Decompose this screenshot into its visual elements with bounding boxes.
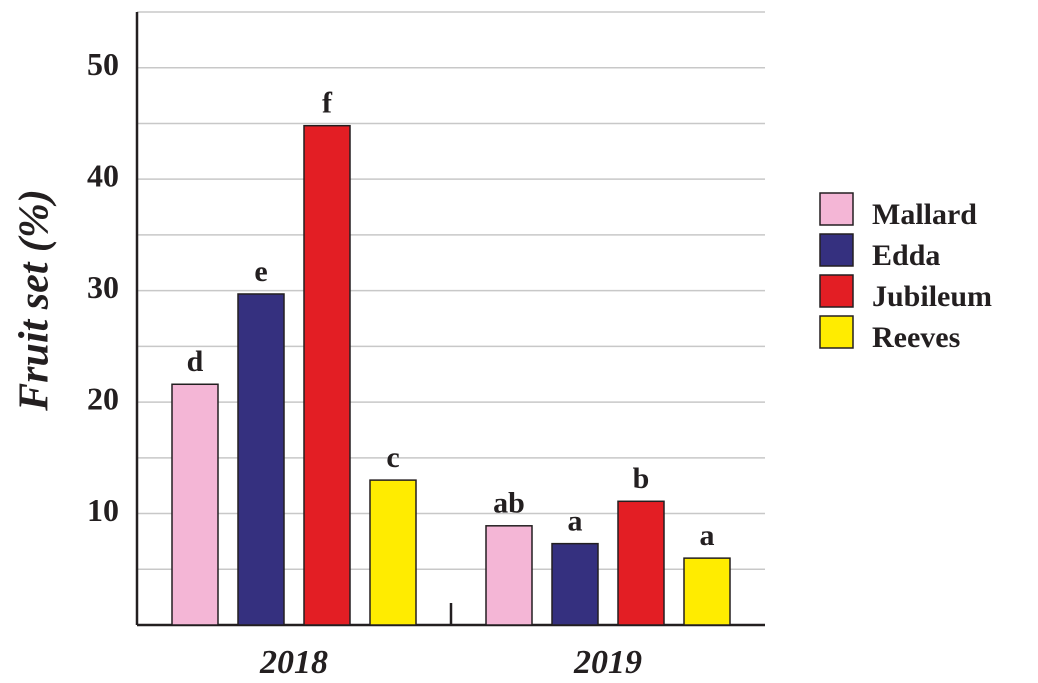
y-tick-label: 30 (87, 269, 119, 305)
bar-letter: a (568, 505, 583, 538)
legend-swatch (819, 233, 854, 267)
bar (237, 293, 285, 626)
y-tick-label: 50 (87, 46, 119, 82)
bar-letter: f (322, 87, 333, 120)
legend-label: Jubileum (872, 280, 992, 313)
legend-swatch (819, 315, 854, 349)
x-tick-label: 2019 (573, 644, 642, 681)
bar (369, 479, 417, 626)
bar-letter: a (700, 519, 715, 552)
bar-letter: c (386, 441, 399, 474)
y-tick-label: 20 (87, 380, 119, 416)
bar (617, 500, 665, 626)
bar (303, 124, 351, 626)
bar (171, 383, 219, 626)
y-axis-label: Fruit set (%) (12, 189, 58, 412)
bar-letter: e (254, 255, 267, 288)
x-tick-label: 2018 (259, 644, 328, 681)
bar (485, 525, 533, 626)
bar-letter: ab (493, 487, 525, 520)
legend-swatch (819, 192, 854, 226)
bar (683, 557, 731, 626)
legend-swatch (819, 274, 854, 308)
legend-label: Edda (872, 239, 940, 272)
legend-label: Reeves (872, 321, 960, 354)
bar-letter: d (187, 345, 204, 378)
legend-label: Mallard (872, 198, 977, 231)
y-tick-label: 10 (87, 492, 119, 528)
bar-letter: b (633, 462, 650, 495)
bar (551, 542, 599, 626)
y-tick-label: 40 (87, 158, 119, 194)
